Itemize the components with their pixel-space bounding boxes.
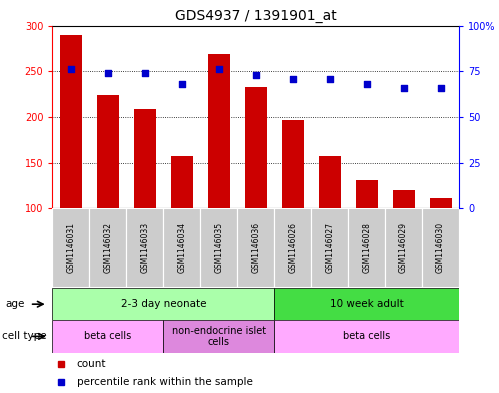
- Point: [437, 84, 445, 91]
- Bar: [274, 208, 311, 287]
- Text: GSM1146032: GSM1146032: [103, 222, 112, 273]
- Text: beta cells: beta cells: [84, 331, 131, 342]
- Point: [104, 70, 112, 76]
- Text: GSM1146027: GSM1146027: [325, 222, 334, 273]
- Text: GSM1146030: GSM1146030: [436, 222, 445, 273]
- Bar: [385, 208, 422, 287]
- Bar: [52, 320, 163, 353]
- Text: beta cells: beta cells: [343, 331, 390, 342]
- Text: age: age: [5, 299, 24, 309]
- Point: [326, 75, 334, 82]
- Point: [251, 72, 259, 78]
- Point: [67, 66, 75, 73]
- Point: [178, 81, 186, 87]
- Bar: [97, 95, 119, 208]
- Point: [141, 70, 149, 76]
- Point: [400, 84, 408, 91]
- Text: percentile rank within the sample: percentile rank within the sample: [77, 376, 252, 387]
- Title: GDS4937 / 1391901_at: GDS4937 / 1391901_at: [175, 9, 337, 23]
- Text: 2-3 day neonate: 2-3 day neonate: [121, 299, 206, 309]
- Bar: [163, 208, 200, 287]
- Bar: [393, 190, 415, 208]
- Bar: [200, 208, 237, 287]
- Text: GSM1146033: GSM1146033: [140, 222, 149, 273]
- Text: GSM1146036: GSM1146036: [251, 222, 260, 273]
- Bar: [311, 208, 348, 287]
- Point: [363, 81, 371, 87]
- Text: non-endocrine islet
cells: non-endocrine islet cells: [172, 326, 266, 347]
- Bar: [237, 208, 274, 287]
- Bar: [52, 208, 89, 287]
- Bar: [348, 208, 385, 287]
- Bar: [208, 54, 230, 208]
- Text: GSM1146029: GSM1146029: [399, 222, 408, 273]
- Bar: [281, 119, 304, 208]
- Text: GSM1146035: GSM1146035: [214, 222, 223, 273]
- Bar: [274, 288, 459, 320]
- Point: [289, 75, 297, 82]
- Bar: [422, 208, 459, 287]
- Bar: [171, 156, 193, 208]
- Bar: [356, 180, 378, 208]
- Text: 10 week adult: 10 week adult: [330, 299, 404, 309]
- Bar: [60, 35, 82, 208]
- Text: GSM1146034: GSM1146034: [177, 222, 186, 273]
- Bar: [52, 288, 274, 320]
- Bar: [126, 208, 163, 287]
- Text: GSM1146031: GSM1146031: [66, 222, 75, 273]
- Bar: [318, 156, 341, 208]
- Bar: [245, 87, 267, 208]
- Bar: [274, 320, 459, 353]
- Text: GSM1146028: GSM1146028: [362, 222, 371, 273]
- Bar: [134, 109, 156, 208]
- Bar: [163, 320, 274, 353]
- Text: count: count: [77, 359, 106, 369]
- Point: [215, 66, 223, 73]
- Text: GSM1146026: GSM1146026: [288, 222, 297, 273]
- Text: cell type: cell type: [2, 331, 47, 342]
- Bar: [430, 198, 452, 208]
- Bar: [89, 208, 126, 287]
